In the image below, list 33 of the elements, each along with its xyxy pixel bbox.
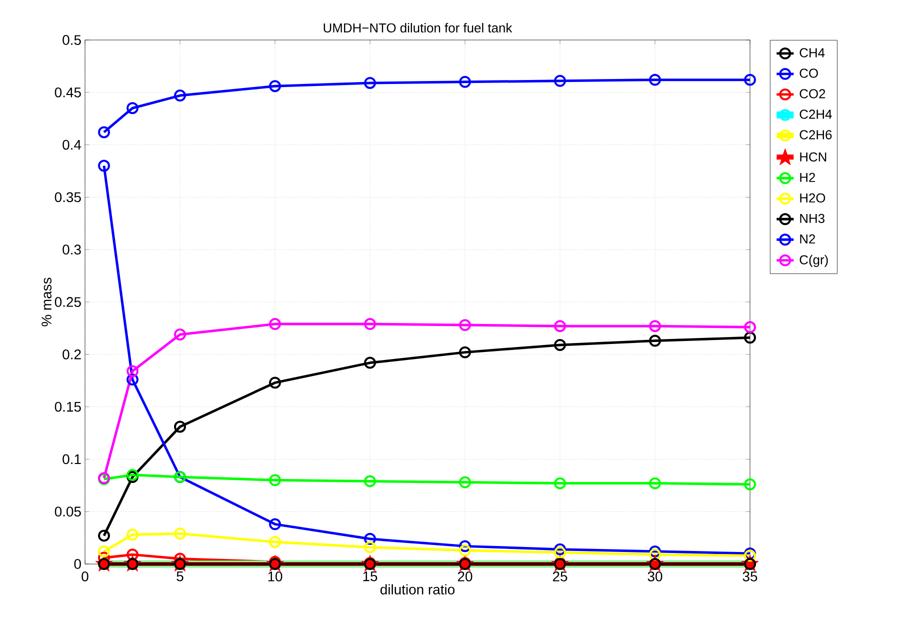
y-tick-label: 0.15 xyxy=(54,402,81,412)
x-tick-label: 10 xyxy=(268,571,282,582)
y-tick-label: 0.05 xyxy=(54,506,81,517)
x-tick-label: 35 xyxy=(742,571,758,582)
y-tick-label: 0.1 xyxy=(62,454,81,464)
y-tick-label: 0.3 xyxy=(62,244,81,255)
legend-label: H2 xyxy=(800,172,816,182)
y-tick-label: 0.45 xyxy=(54,87,81,98)
legend-label: N2 xyxy=(800,234,816,244)
legend-label: C(gr) xyxy=(800,254,828,267)
legend-label: CO xyxy=(800,68,818,78)
x-tick-label: 20 xyxy=(458,571,472,582)
x-axis-title: dilution ratio xyxy=(380,584,454,594)
y-tick-label: 0.2 xyxy=(62,349,81,360)
legend-label: C2H4 xyxy=(800,110,832,119)
x-tick-label: 15 xyxy=(363,572,378,582)
x-tick-label: 25 xyxy=(552,571,568,582)
y-tick-label: 0.5 xyxy=(62,35,81,45)
legend-label: CO2 xyxy=(800,89,826,98)
x-tick-label: 0 xyxy=(82,571,88,582)
y-tick-label: 0.25 xyxy=(54,297,81,307)
y-tick-label: 0 xyxy=(74,559,81,569)
legend-label: CH4 xyxy=(800,48,825,58)
y-tick-label: 0.35 xyxy=(54,192,81,202)
y-tick-label: 0.4 xyxy=(62,140,82,150)
chart-title: UMDH−NTO dilution for fuel tank xyxy=(324,22,512,32)
x-tick-label: 30 xyxy=(648,571,662,582)
legend-label: H2O xyxy=(800,193,826,203)
legend-label: HCN xyxy=(800,152,826,162)
y-axis-title: % mass xyxy=(42,278,52,326)
legend-label: C2H6 xyxy=(800,130,832,140)
x-tick-label: 5 xyxy=(176,572,184,582)
legend-label: NH3 xyxy=(800,214,824,224)
